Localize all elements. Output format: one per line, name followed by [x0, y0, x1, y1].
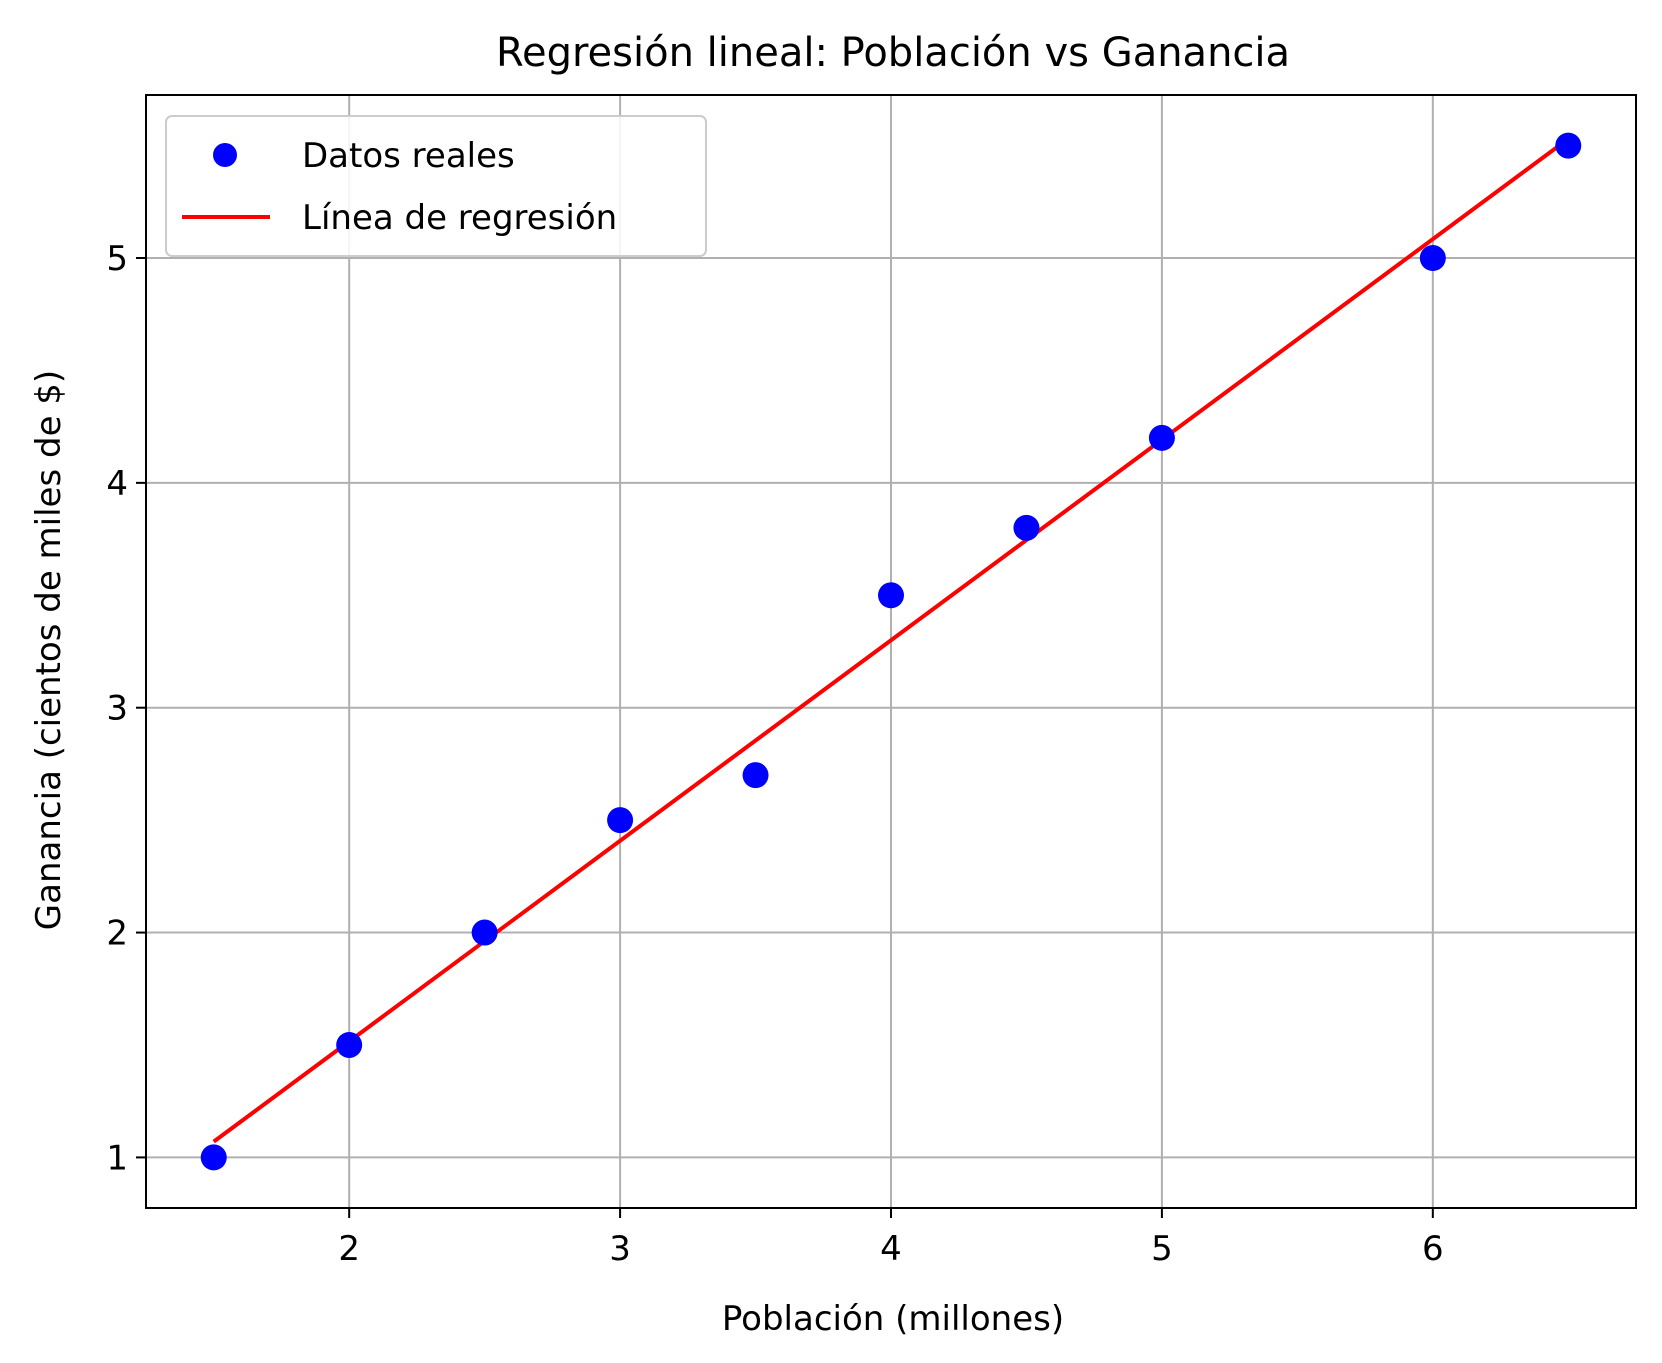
y-tick-label: 4: [106, 464, 128, 504]
y-tick-label: 1: [106, 1138, 128, 1178]
data-point: [1419, 245, 1446, 272]
legend-marker-datos-reales: [213, 143, 237, 167]
x-tick-label: 4: [880, 1229, 902, 1269]
data-point: [742, 762, 769, 789]
data-point: [1148, 424, 1175, 451]
x-tick-label: 6: [1422, 1229, 1444, 1269]
x-tick-label: 3: [609, 1229, 631, 1269]
chart-title: Regresión lineal: Población vs Ganancia: [496, 30, 1290, 76]
data-points: [200, 132, 1582, 1171]
data-point: [1555, 132, 1582, 159]
x-tick-label: 2: [338, 1229, 360, 1269]
legend-label-linea-regresion: Línea de regresión: [302, 198, 617, 238]
x-tick-label: 5: [1151, 1229, 1173, 1269]
axis-ticks: 2 3 4 5 6 1 2 3 4 5: [106, 239, 1443, 1269]
data-point: [336, 1031, 363, 1058]
regression-line-layer: [212, 137, 1570, 1144]
data-point: [607, 807, 634, 834]
data-point: [471, 919, 498, 946]
grid-lines: [146, 95, 1636, 1208]
y-axis-label: Ganancia (cientos de miles de $): [29, 370, 69, 930]
y-tick-label: 5: [106, 239, 128, 279]
data-point: [1013, 514, 1040, 541]
y-tick-label: 3: [106, 689, 128, 729]
legend-box: [165, 115, 707, 257]
x-axis-label: Población (millones): [722, 1299, 1064, 1339]
data-point: [878, 582, 904, 609]
y-tick-label: 2: [106, 914, 128, 954]
regression-line: [212, 137, 1570, 1144]
legend-label-datos-reales: Datos reales: [302, 136, 515, 176]
legend: Datos reales Línea de regresión: [165, 115, 707, 257]
data-point: [200, 1144, 227, 1171]
